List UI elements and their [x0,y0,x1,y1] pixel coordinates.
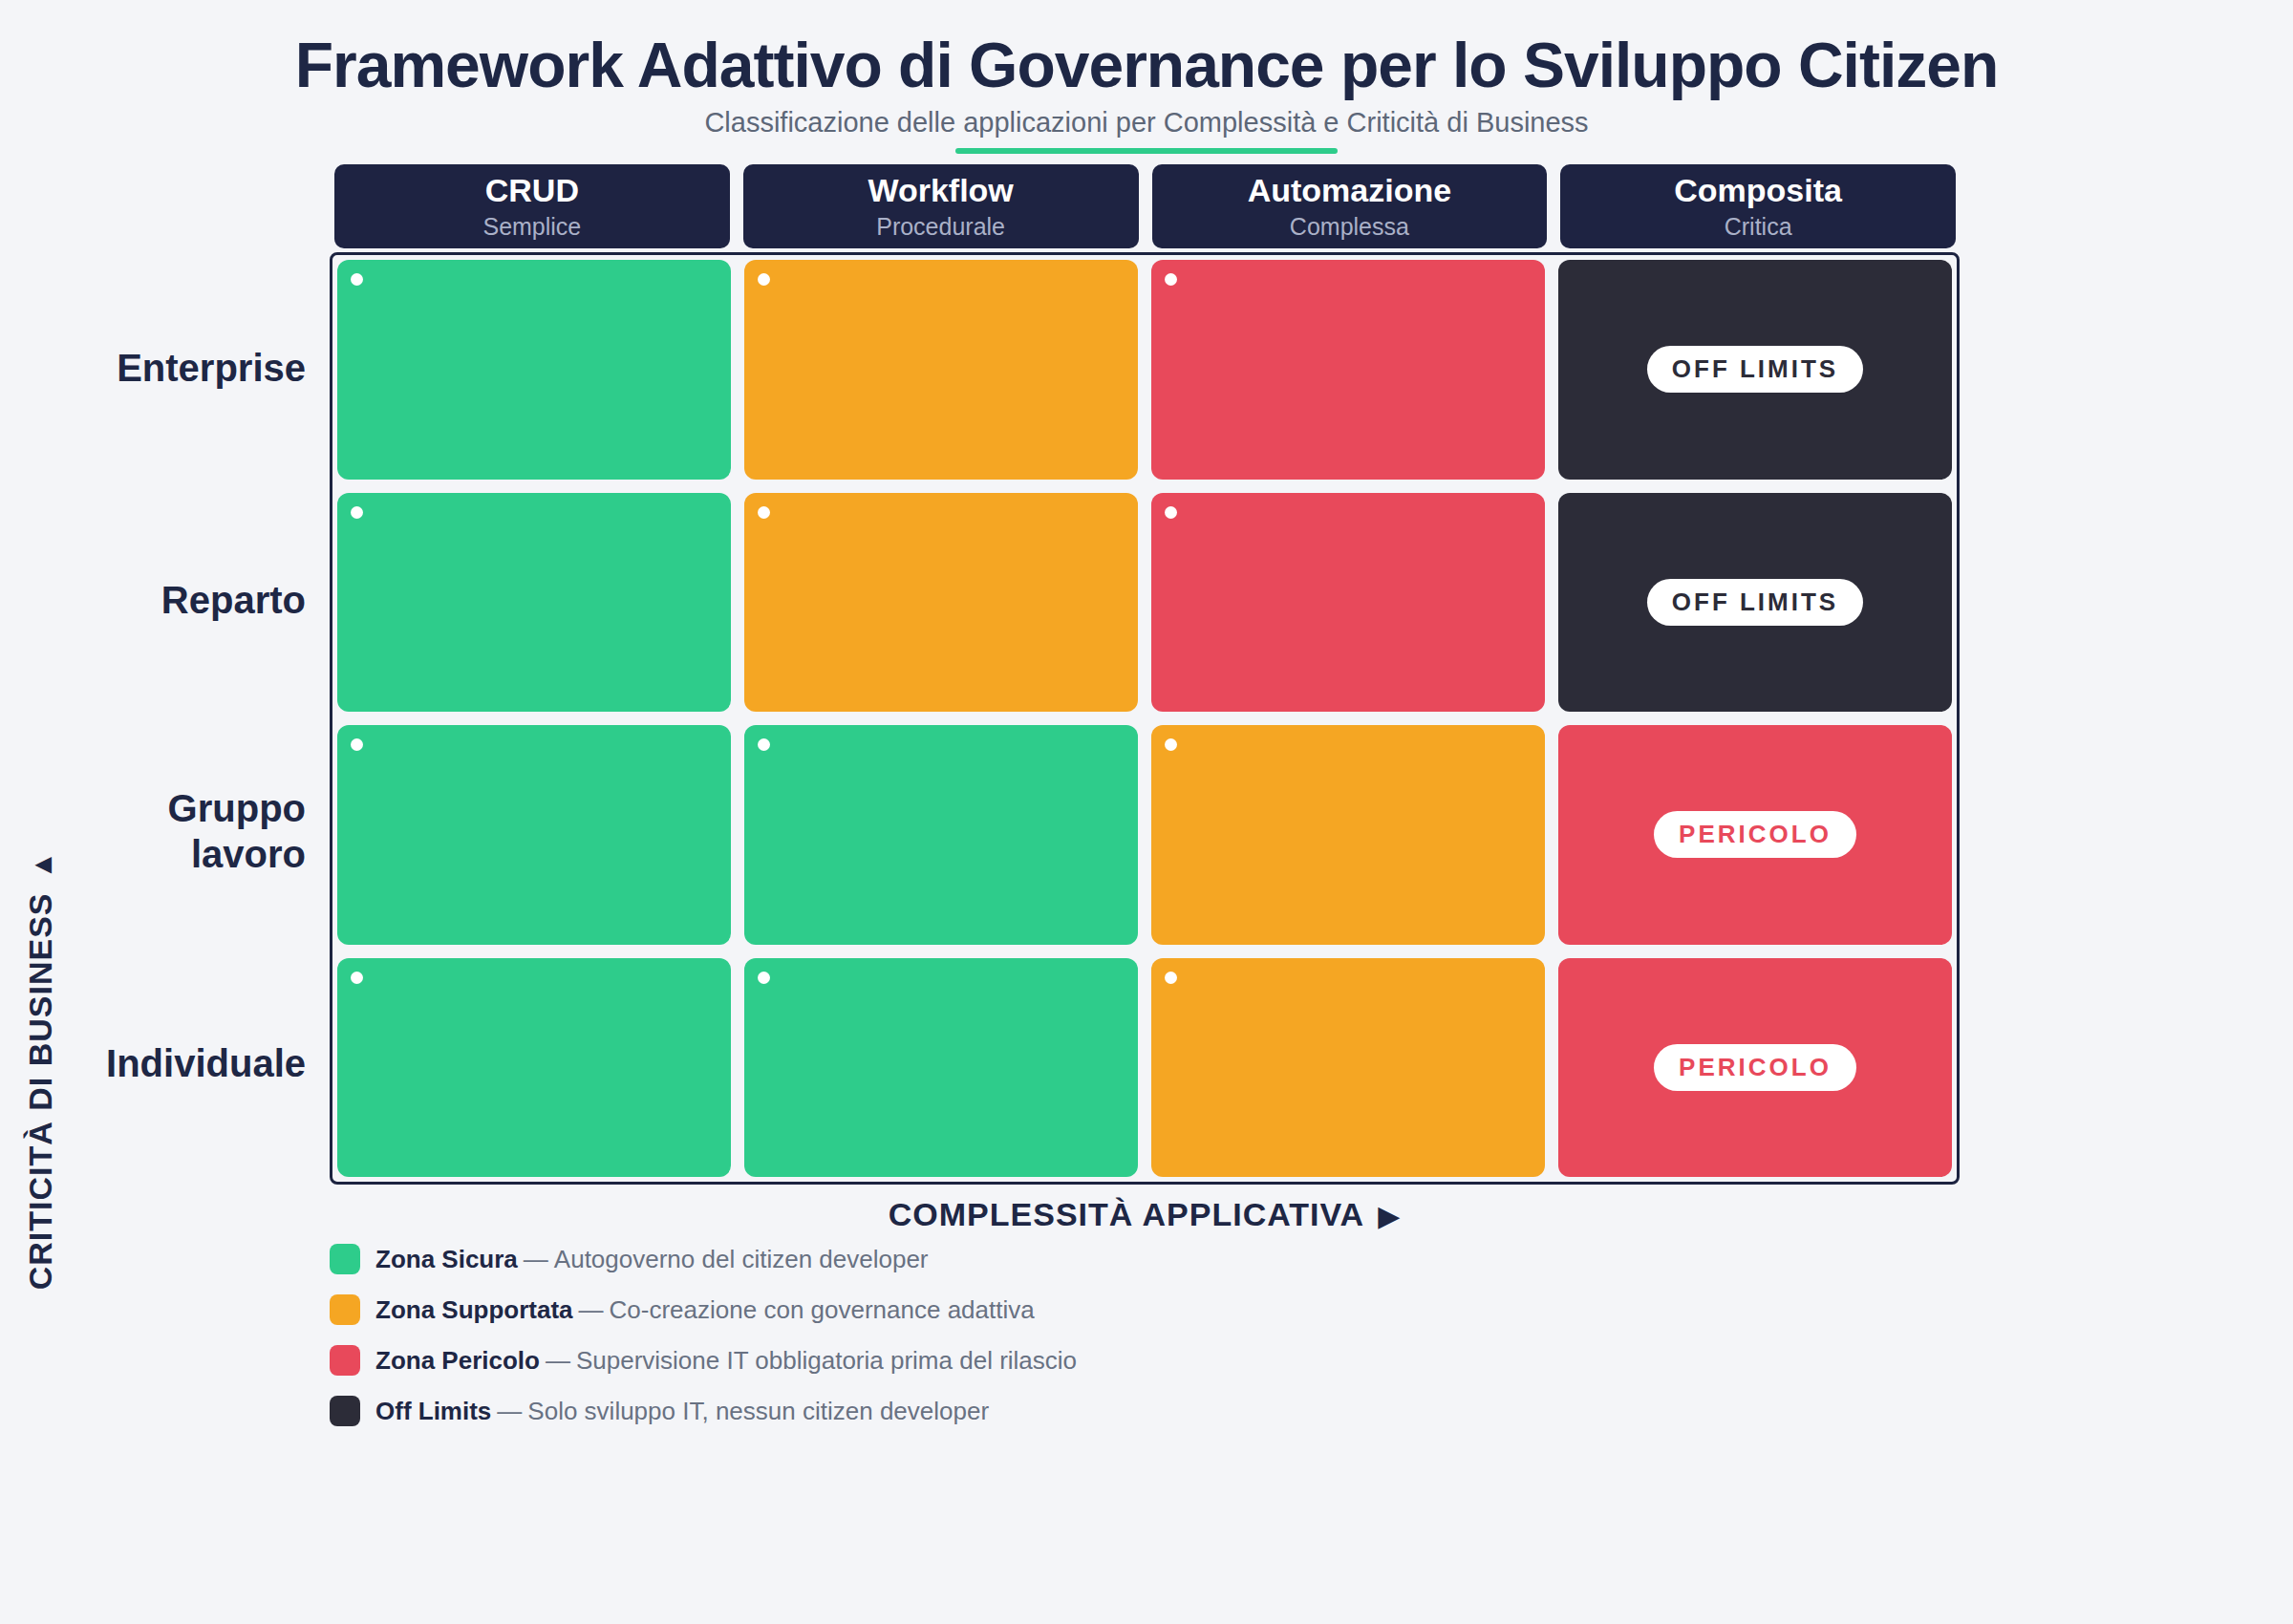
legend-text: Zona Supportata—Co-creazione con governa… [375,1295,1035,1325]
cell-gruppo-lavoro-crud [337,725,731,945]
cell-enterprise-crud [337,260,731,480]
right-arrow-icon: ▶ [1378,1200,1401,1231]
corner-dot-icon [1165,738,1177,751]
legend-text: Off Limits—Solo sviluppo IT, nessun citi… [375,1397,989,1426]
column-header-sublabel: Semplice [482,213,581,241]
cell-reparto-composita: OFF LIMITS [1558,493,1952,713]
off-limits-badge: OFF LIMITS [1647,579,1863,626]
column-header-row: CRUD Semplice Workflow Procedurale Autom… [334,164,1956,248]
cell-enterprise-composita: OFF LIMITS [1558,260,1952,480]
corner-dot-icon [758,972,770,984]
x-axis-label: COMPLESSITÀ APPLICATIVA ▶ [330,1196,1960,1233]
row-label-reparto: Reparto [19,490,306,710]
corner-dot-icon [351,738,363,751]
column-header-sublabel: Procedurale [876,213,1005,241]
legend-swatch-danger [330,1345,360,1376]
corner-dot-icon [351,506,363,519]
governance-matrix-page: Framework Adattivo di Governance per lo … [0,0,2293,1624]
column-header-sublabel: Critica [1725,213,1792,241]
legend-item-off-limits: Off Limits—Solo sviluppo IT, nessun citi… [330,1396,1077,1426]
corner-dot-icon [1165,273,1177,286]
column-header-label: Workflow [868,172,1013,209]
legend-description: Co-creazione con governance adattiva [610,1295,1035,1324]
legend-swatch-safe [330,1244,360,1274]
legend-description: Autogoverno del citizen developer [554,1245,929,1273]
legend-description: Solo sviluppo IT, nessun citizen develop… [527,1397,989,1425]
cell-enterprise-workflow [744,260,1138,480]
cell-individuale-workflow [744,958,1138,1178]
matrix-frame: OFF LIMITS OFF LIMITS [330,252,1960,1185]
pericolo-badge: PERICOLO [1654,811,1856,858]
y-axis-label-text: CRITICITÀ DI BUSINESS [22,892,58,1290]
column-header-workflow: Workflow Procedurale [743,164,1139,248]
column-header-automazione: Automazione Complessa [1152,164,1548,248]
cell-enterprise-automazione [1151,260,1545,480]
cell-gruppo-lavoro-automazione [1151,725,1545,945]
column-header-composita: Composita Critica [1560,164,1956,248]
legend-name: Off Limits [375,1397,491,1425]
legend-name: Zona Pericolo [375,1346,540,1375]
y-axis-label: CRITICITÀ DI BUSINESS ▲ [22,822,64,1318]
cell-reparto-crud [337,493,731,713]
column-header-sublabel: Complessa [1290,213,1409,241]
legend-separator: — [524,1245,548,1273]
cell-gruppo-lavoro-workflow [744,725,1138,945]
up-arrow-icon: ▲ [26,850,57,880]
corner-dot-icon [758,273,770,286]
cell-reparto-automazione [1151,493,1545,713]
corner-dot-icon [351,972,363,984]
pericolo-badge: PERICOLO [1654,1044,1856,1091]
legend-item-zona-pericolo: Zona Pericolo—Supervisione IT obbligator… [330,1345,1077,1376]
column-header-crud: CRUD Semplice [334,164,730,248]
corner-dot-icon [1165,972,1177,984]
page-subtitle: Classificazione delle applicazioni per C… [0,107,2293,139]
row-label-gruppo-lavoro: Gruppo lavoro [96,721,306,941]
legend-item-zona-sicura: Zona Sicura—Autogoverno del citizen deve… [330,1244,1077,1274]
legend-name: Zona Sicura [375,1245,518,1273]
x-axis-label-text: COMPLESSITÀ APPLICATIVA [889,1196,1364,1232]
corner-dot-icon [351,273,363,286]
column-header-label: CRUD [485,172,579,209]
legend-item-zona-supportata: Zona Supportata—Co-creazione con governa… [330,1294,1077,1325]
page-title: Framework Adattivo di Governance per lo … [0,29,2293,101]
cell-reparto-workflow [744,493,1138,713]
off-limits-badge: OFF LIMITS [1647,346,1863,393]
cell-gruppo-lavoro-composita: PERICOLO [1558,725,1952,945]
column-header-label: Composita [1674,172,1842,209]
legend: Zona Sicura—Autogoverno del citizen deve… [330,1244,1077,1426]
cell-individuale-composita: PERICOLO [1558,958,1952,1178]
column-header-label: Automazione [1248,172,1451,209]
corner-dot-icon [758,506,770,519]
legend-text: Zona Pericolo—Supervisione IT obbligator… [375,1346,1077,1376]
subtitle-accent-underline [955,148,1338,154]
legend-swatch-offlimits [330,1396,360,1426]
legend-separator: — [497,1397,522,1425]
legend-name: Zona Supportata [375,1295,573,1324]
legend-description: Supervisione IT obbligatoria prima del r… [576,1346,1077,1375]
corner-dot-icon [758,738,770,751]
cell-individuale-automazione [1151,958,1545,1178]
legend-text: Zona Sicura—Autogoverno del citizen deve… [375,1245,929,1274]
legend-separator: — [546,1346,570,1375]
matrix-cell-grid: OFF LIMITS OFF LIMITS [337,260,1952,1177]
row-label-enterprise: Enterprise [19,258,306,478]
cell-individuale-crud [337,958,731,1178]
legend-separator: — [579,1295,604,1324]
legend-swatch-supported [330,1294,360,1325]
corner-dot-icon [1165,506,1177,519]
